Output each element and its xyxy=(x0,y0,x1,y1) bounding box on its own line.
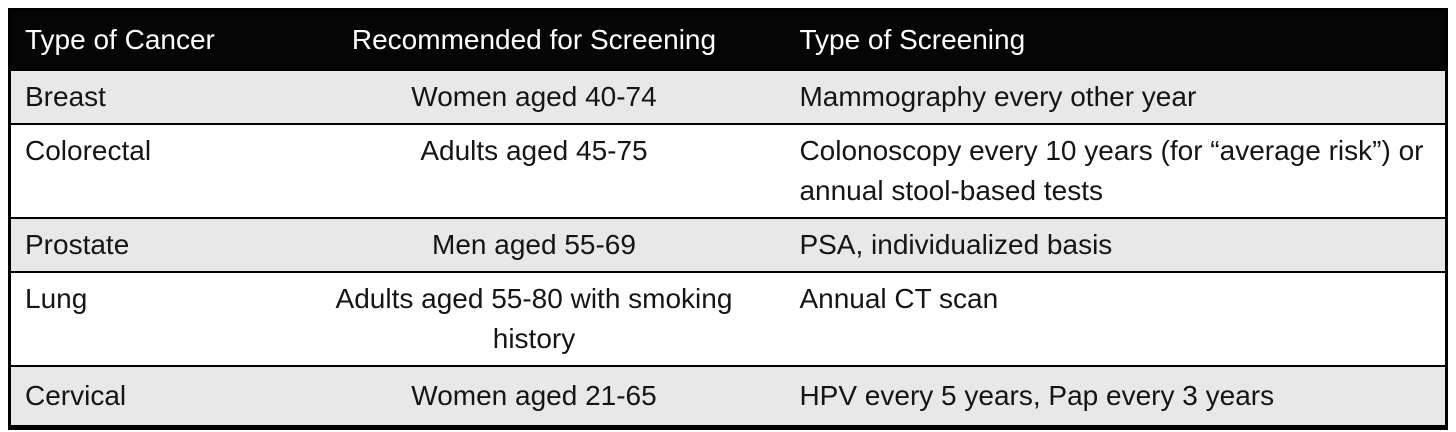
cell-screening-type: PSA, individualized basis xyxy=(785,217,1447,273)
cell-screening-type: Mammography every other year xyxy=(785,69,1447,125)
header-row: Type of Cancer Recommended for Screening… xyxy=(9,9,1447,71)
table-row-lung: Lung Adults aged 55-80 with smoking hist… xyxy=(9,271,1447,367)
cell-cancer-type: Breast xyxy=(9,69,283,125)
cell-recommended-group: Adults aged 45-75 xyxy=(282,123,786,219)
column-header-recommended-for-screening: Recommended for Screening xyxy=(282,9,786,71)
cell-cancer-type: Prostate xyxy=(9,217,283,273)
table-row-colorectal: Colorectal Adults aged 45-75 Colonoscopy… xyxy=(9,123,1447,219)
table-row-prostate: Prostate Men aged 55-69 PSA, individuali… xyxy=(9,217,1447,273)
cell-cancer-type: Colorectal xyxy=(9,123,283,219)
column-header-type-of-cancer: Type of Cancer xyxy=(9,9,283,71)
cell-recommended-group: Women aged 40-74 xyxy=(282,69,786,125)
cell-cancer-type: Cervical xyxy=(9,365,283,428)
cancer-screening-figure: Type of Cancer Recommended for Screening… xyxy=(8,8,1448,431)
column-header-type-of-screening: Type of Screening xyxy=(785,9,1447,71)
cell-cancer-type: Lung xyxy=(9,271,283,367)
table-row-breast: Breast Women aged 40-74 Mammography ever… xyxy=(9,69,1447,125)
cell-recommended-group: Adults aged 55-80 with smoking history xyxy=(282,271,786,367)
cell-screening-type: Colonoscopy every 10 years (for “average… xyxy=(785,123,1447,219)
cell-recommended-group: Women aged 21-65 xyxy=(282,365,786,428)
cancer-screening-table: Type of Cancer Recommended for Screening… xyxy=(8,8,1448,431)
cell-recommended-group: Men aged 55-69 xyxy=(282,217,786,273)
cell-screening-type: Annual CT scan xyxy=(785,271,1447,367)
table-row-cervical: Cervical Women aged 21-65 HPV every 5 ye… xyxy=(9,365,1447,428)
cell-screening-type: HPV every 5 years, Pap every 3 years xyxy=(785,365,1447,428)
